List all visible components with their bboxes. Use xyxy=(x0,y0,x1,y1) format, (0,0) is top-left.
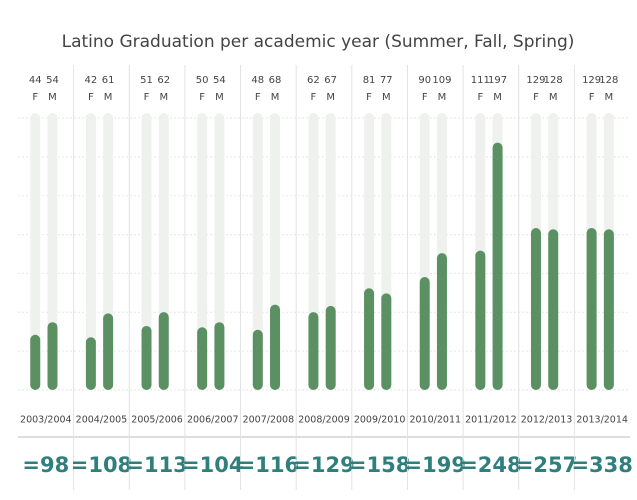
x-tick-label: 2006/2007 xyxy=(187,415,239,426)
series-label: M xyxy=(382,92,391,103)
value-label: 129 xyxy=(526,75,545,86)
total-label: =129 xyxy=(293,453,354,477)
value-label: 61 xyxy=(102,75,115,86)
x-tick-label: 2005/2006 xyxy=(131,415,183,426)
x-tick-label: 2012/2013 xyxy=(521,415,573,426)
value-label: 128 xyxy=(544,75,563,86)
series-label: F xyxy=(255,92,261,103)
bar-track xyxy=(214,113,225,390)
total-label: =158 xyxy=(349,453,410,477)
bar xyxy=(436,253,447,390)
series-label: F xyxy=(199,92,205,103)
value-label: 48 xyxy=(251,75,264,86)
bar-track xyxy=(30,113,41,390)
bar xyxy=(197,327,208,390)
bar-track xyxy=(85,113,96,390)
bar xyxy=(586,228,597,390)
value-label: 44 xyxy=(29,75,42,86)
value-label: 90 xyxy=(418,75,431,86)
bar xyxy=(85,337,96,390)
chart-title: Latino Graduation per academic year (Sum… xyxy=(62,32,575,52)
value-label: 109 xyxy=(432,75,451,86)
value-label: 128 xyxy=(599,75,618,86)
series-label: F xyxy=(477,92,483,103)
value-label: 77 xyxy=(380,75,393,86)
value-label: 68 xyxy=(269,75,282,86)
bar-track xyxy=(197,113,208,390)
bar xyxy=(214,322,225,390)
bar xyxy=(308,312,319,390)
value-label: 62 xyxy=(157,75,170,86)
total-label: =116 xyxy=(238,453,299,477)
series-label: F xyxy=(88,92,94,103)
bar-track xyxy=(141,113,152,390)
value-label: 67 xyxy=(324,75,337,86)
bar xyxy=(141,325,152,390)
bar xyxy=(30,334,41,390)
x-tick-label: 2003/2004 xyxy=(20,415,72,426)
series-label: M xyxy=(104,92,113,103)
bar xyxy=(325,305,336,390)
bar xyxy=(364,288,375,390)
total-label: =338 xyxy=(571,453,632,477)
series-label: M xyxy=(215,92,224,103)
bar xyxy=(548,229,559,390)
series-label: F xyxy=(144,92,150,103)
series-label: F xyxy=(311,92,317,103)
bar xyxy=(475,250,486,390)
series-label: M xyxy=(326,92,335,103)
value-label: 197 xyxy=(488,75,507,86)
total-label: =199 xyxy=(405,453,466,477)
series-label: F xyxy=(366,92,372,103)
total-label: =108 xyxy=(71,453,132,477)
bar xyxy=(419,277,430,390)
bar xyxy=(103,313,114,390)
x-tick-label: 2010/2011 xyxy=(409,415,461,426)
series-label: M xyxy=(438,92,447,103)
total-label: =257 xyxy=(516,453,577,477)
bar xyxy=(270,304,281,390)
x-tick-label: 2009/2010 xyxy=(354,415,406,426)
value-label: 111 xyxy=(471,75,490,86)
series-label: F xyxy=(32,92,38,103)
bar xyxy=(252,329,263,390)
total-label: =98 xyxy=(22,453,69,477)
x-tick-label: 2008/2009 xyxy=(298,415,350,426)
value-label: 81 xyxy=(363,75,376,86)
x-tick-label: 2007/2008 xyxy=(243,415,295,426)
bar xyxy=(530,228,541,390)
series-label: M xyxy=(159,92,168,103)
total-label: =104 xyxy=(182,453,243,477)
bar xyxy=(158,312,169,390)
bar-track xyxy=(47,113,58,390)
series-label: F xyxy=(589,92,595,103)
bar-track xyxy=(252,113,263,390)
bar xyxy=(603,229,614,390)
value-label: 42 xyxy=(85,75,98,86)
bar xyxy=(47,322,58,390)
value-label: 62 xyxy=(307,75,320,86)
series-label: M xyxy=(549,92,558,103)
bar xyxy=(492,142,503,390)
bar xyxy=(381,293,392,390)
value-label: 129 xyxy=(582,75,601,86)
value-label: 50 xyxy=(196,75,209,86)
value-label: 51 xyxy=(140,75,153,86)
series-label: M xyxy=(605,92,614,103)
series-label: F xyxy=(533,92,539,103)
total-label: =113 xyxy=(126,453,187,477)
series-label: F xyxy=(422,92,428,103)
series-label: M xyxy=(48,92,57,103)
series-label: M xyxy=(493,92,502,103)
x-tick-label: 2011/2012 xyxy=(465,415,517,426)
x-tick-label: 2013/2014 xyxy=(576,415,628,426)
total-label: =248 xyxy=(460,453,521,477)
value-label: 54 xyxy=(213,75,226,86)
value-label: 54 xyxy=(46,75,59,86)
x-tick-label: 2004/2005 xyxy=(76,415,128,426)
series-label: M xyxy=(271,92,280,103)
